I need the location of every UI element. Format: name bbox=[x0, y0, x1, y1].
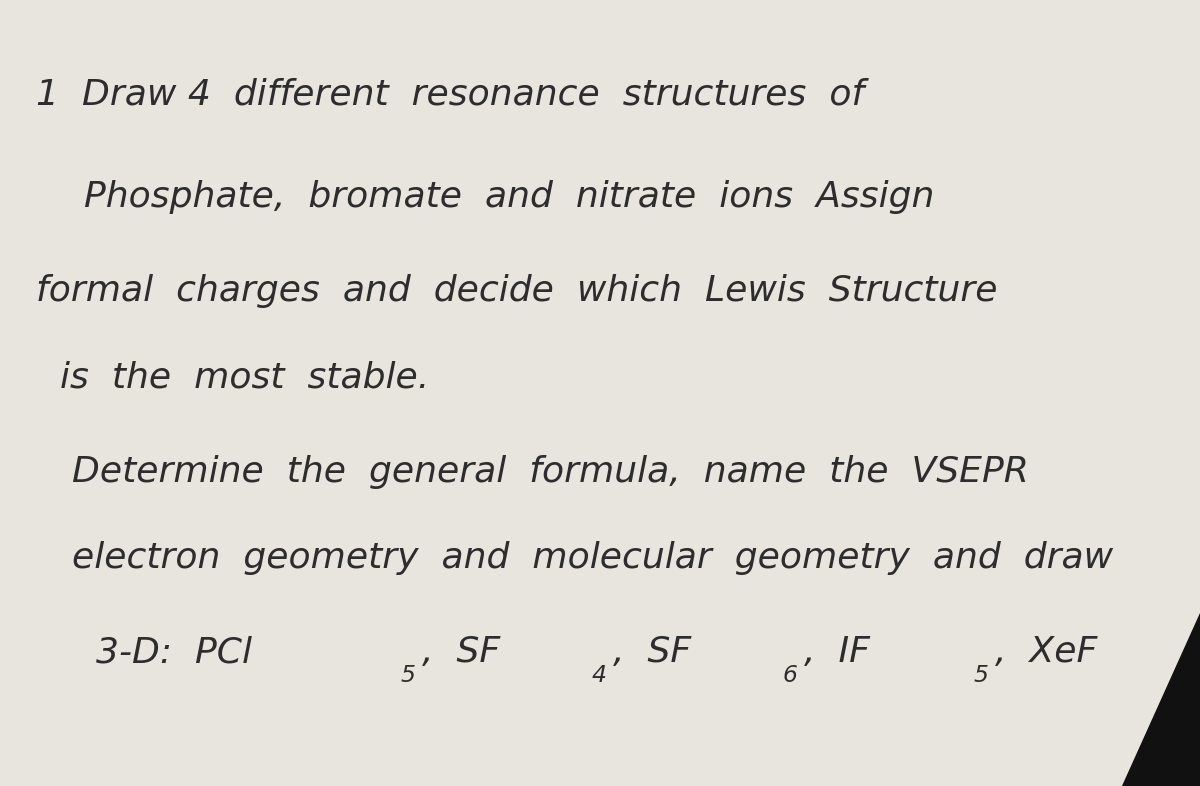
Text: 1  Draw 4  different  resonance  structures  of: 1 Draw 4 different resonance structures … bbox=[36, 77, 864, 112]
Text: electron  geometry  and  molecular  geometry  and  draw: electron geometry and molecular geometry… bbox=[72, 541, 1114, 575]
Text: formal  charges  and  decide  which  Lewis  Structure: formal charges and decide which Lewis St… bbox=[36, 274, 997, 308]
Text: Phosphate,  bromate  and  nitrate  ions  Assign: Phosphate, bromate and nitrate ions Assi… bbox=[84, 179, 935, 214]
Text: 4: 4 bbox=[1198, 664, 1200, 688]
Text: ,  SF: , SF bbox=[422, 635, 500, 670]
Text: 5: 5 bbox=[973, 664, 988, 688]
Text: ,  SF: , SF bbox=[613, 635, 691, 670]
Text: Determine  the  general  formula,  name  the  VSEPR: Determine the general formula, name the … bbox=[72, 454, 1028, 489]
Text: ,  IF: , IF bbox=[804, 635, 870, 670]
Text: is  the  most  stable.: is the most stable. bbox=[60, 360, 430, 395]
Text: 5: 5 bbox=[401, 664, 415, 688]
Text: ,  XeF: , XeF bbox=[995, 635, 1097, 670]
Polygon shape bbox=[1122, 613, 1200, 786]
Text: 4: 4 bbox=[592, 664, 606, 688]
Text: 3-D:  PCl: 3-D: PCl bbox=[96, 635, 252, 670]
Text: 6: 6 bbox=[782, 664, 797, 688]
